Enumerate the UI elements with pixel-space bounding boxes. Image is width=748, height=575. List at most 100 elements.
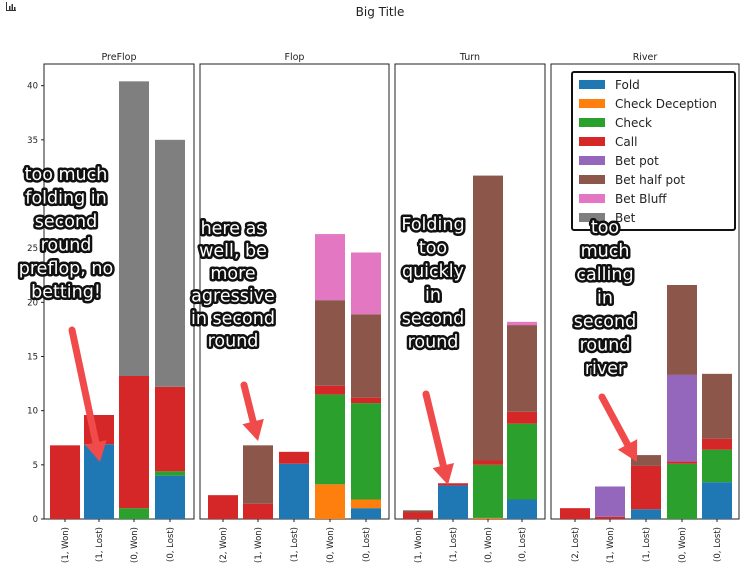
legend-label: Bet pot bbox=[615, 154, 659, 168]
bar-bet bbox=[119, 81, 149, 376]
annotation-text: preflop, no bbox=[19, 259, 113, 279]
annotation-text: in second bbox=[191, 309, 275, 329]
bar-check-deception bbox=[473, 517, 503, 519]
x-tick-label: (0, Lost) bbox=[166, 527, 176, 562]
legend-label: Call bbox=[615, 135, 637, 149]
bar-call bbox=[50, 445, 80, 519]
x-tick-label: (0, Won) bbox=[484, 527, 494, 563]
legend-swatch bbox=[579, 194, 605, 203]
bar-check bbox=[119, 508, 149, 519]
bar-check-deception bbox=[315, 484, 345, 519]
panel-title: PreFlop bbox=[101, 52, 136, 63]
bar-call bbox=[473, 460, 503, 465]
y-tick-label: 25 bbox=[27, 244, 38, 254]
annotation-text: calling bbox=[576, 265, 633, 285]
x-tick-label: (0, Won) bbox=[678, 527, 688, 563]
x-tick-label: (0, Won) bbox=[326, 527, 336, 563]
bar-call bbox=[243, 503, 273, 519]
x-tick-label: (2, Won) bbox=[219, 527, 229, 563]
legend-swatch bbox=[579, 156, 605, 165]
bar-bet-bluff bbox=[351, 252, 381, 315]
x-tick-label: (0, Lost) bbox=[362, 527, 372, 562]
bar-fold bbox=[279, 463, 309, 519]
bar-check bbox=[702, 449, 732, 483]
y-tick-label: 35 bbox=[27, 136, 38, 146]
bar-call bbox=[351, 397, 381, 404]
bar-bet-pot bbox=[595, 486, 625, 517]
y-tick-label: 15 bbox=[27, 353, 38, 363]
y-tick-label: 0 bbox=[33, 515, 38, 525]
bar-chart-icon bbox=[6, 2, 16, 11]
bar-bet-half-pot bbox=[243, 445, 273, 504]
panel-flop: Flop (2, Won) (1, Won) (1, Lost) (0, Won) (0,… bbox=[199, 52, 390, 563]
y-tick-label: 30 bbox=[27, 190, 38, 200]
figure-title: Big Title bbox=[356, 5, 405, 19]
annotation-text: river bbox=[585, 359, 626, 379]
legend-swatch bbox=[579, 80, 605, 89]
bar-bet-half-pot bbox=[351, 314, 381, 398]
bar-bet bbox=[155, 139, 185, 387]
panel-preflop: PreFlop 0 5 10 15 20 25 30 35 40 (1, Won) (1, Lost)… bbox=[27, 52, 195, 563]
bar-call bbox=[315, 385, 345, 395]
bar-call bbox=[560, 508, 590, 519]
bar-fold bbox=[351, 508, 381, 519]
annotation-text: round bbox=[41, 236, 92, 256]
bar-check bbox=[315, 394, 345, 485]
bar-call bbox=[119, 376, 149, 509]
annotation-arrowhead bbox=[242, 418, 264, 441]
annotation-text: in bbox=[597, 289, 613, 309]
bar-bet-half-pot bbox=[507, 325, 537, 412]
x-tick-label: (2, Lost) bbox=[571, 527, 581, 562]
annotation-text: in bbox=[425, 286, 441, 306]
x-tick-label: (1, Won) bbox=[61, 527, 71, 563]
legend-label: Check Deception bbox=[615, 97, 717, 111]
annotation-arrow bbox=[422, 390, 447, 470]
bar-bet-half-pot bbox=[315, 300, 345, 386]
annotation-text: second bbox=[574, 312, 636, 332]
bar-bet-bluff bbox=[315, 234, 345, 301]
annotation-arrow bbox=[68, 326, 100, 446]
bar-call bbox=[208, 495, 238, 519]
bar-fold bbox=[155, 475, 185, 519]
bar-bet-half-pot bbox=[667, 285, 697, 375]
bar-bet-half-pot bbox=[702, 373, 732, 439]
y-tick-label: 5 bbox=[33, 461, 38, 471]
annotation-arrow bbox=[598, 393, 632, 448]
legend-swatch bbox=[579, 118, 605, 127]
bar-call bbox=[702, 438, 732, 450]
annotation-arrowhead bbox=[432, 462, 454, 485]
x-tick-label: (0, Lost) bbox=[518, 527, 528, 562]
bar-check bbox=[155, 471, 185, 476]
annotation-arrow bbox=[240, 381, 257, 426]
y-tick-label: 20 bbox=[27, 298, 38, 308]
bar-call bbox=[403, 512, 433, 519]
bar-fold bbox=[438, 485, 468, 519]
bar-check bbox=[473, 464, 503, 518]
panel-title: Flop bbox=[285, 52, 305, 63]
bar-call bbox=[631, 465, 661, 510]
bar-bet-pot bbox=[667, 374, 697, 462]
legend-swatch bbox=[579, 99, 605, 108]
bar-check bbox=[507, 423, 537, 500]
bar-call bbox=[595, 516, 625, 519]
legend-label: Bet Bluff bbox=[615, 192, 667, 206]
bar-call bbox=[507, 411, 537, 424]
bar-bet-half-pot bbox=[631, 455, 661, 466]
x-tick-label: (0, Lost) bbox=[713, 527, 723, 562]
legend-label: Bet bbox=[615, 211, 636, 225]
bar-call bbox=[438, 483, 468, 486]
annotation-text: round bbox=[208, 332, 259, 352]
y-tick-label: 10 bbox=[27, 407, 38, 417]
annotation-text: Folding bbox=[401, 215, 464, 235]
panel-turn: Turn (1, Won) (1, Lost) (0, Won) (0, Lost) bbox=[394, 52, 546, 563]
legend-swatch bbox=[579, 137, 605, 146]
bar-check bbox=[667, 463, 697, 519]
bar-call bbox=[667, 461, 697, 464]
panel-title: River bbox=[633, 52, 658, 63]
annotation-text: round bbox=[408, 333, 459, 353]
annotation-text: agressive bbox=[191, 287, 275, 307]
x-tick-label: (1, Won) bbox=[414, 527, 424, 563]
annotation-text: too bbox=[419, 239, 447, 259]
legend-label: Fold bbox=[615, 78, 640, 92]
bar-bet-half-pot bbox=[403, 510, 433, 513]
